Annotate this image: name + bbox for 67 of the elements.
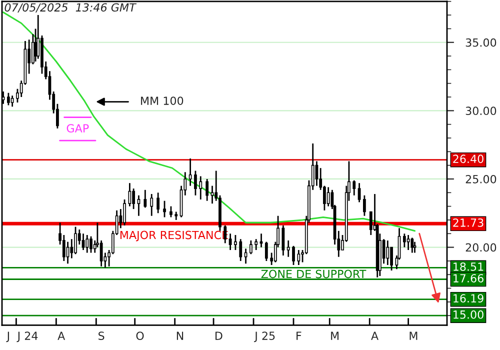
candlestick xyxy=(188,158,192,187)
x-tick-label: M xyxy=(331,332,338,340)
candlestick xyxy=(132,188,136,210)
candlestick xyxy=(406,234,410,251)
x-tick-label: J xyxy=(6,332,9,342)
candlestick xyxy=(6,92,10,106)
candlestick xyxy=(244,248,248,264)
candlestick xyxy=(62,234,66,262)
candlestick xyxy=(358,182,361,203)
candlestick xyxy=(402,232,406,248)
x-tick-label: N xyxy=(176,332,184,340)
annotation: 07/05/2025 13:46 GMT xyxy=(4,3,137,12)
candlestick xyxy=(228,232,232,251)
candlestick xyxy=(206,178,209,202)
y-tick-label: 25.00 xyxy=(466,174,496,184)
candlestick xyxy=(410,237,414,254)
candlestick xyxy=(326,186,330,207)
candlestick xyxy=(137,194,140,217)
candlestick xyxy=(86,234,89,254)
annotation: GAP xyxy=(66,124,89,133)
x-tick-label: A xyxy=(371,332,378,340)
candlestick xyxy=(123,198,126,226)
candlestick xyxy=(150,193,154,217)
candlestick xyxy=(144,189,147,208)
candlestick xyxy=(128,182,132,207)
candlestick xyxy=(170,206,172,218)
candlestick xyxy=(74,226,77,255)
candlestick xyxy=(286,240,290,258)
candlestick xyxy=(297,249,300,266)
x-tick-label: J 24 xyxy=(16,332,38,342)
annotation: MM 100 xyxy=(141,96,184,105)
candlestick xyxy=(249,240,252,255)
candlestick xyxy=(264,241,268,262)
candlestick xyxy=(352,180,356,196)
x-tick-label: A xyxy=(58,332,66,340)
x-tick-label: O xyxy=(136,332,144,340)
candlestick xyxy=(282,224,285,256)
candlestick xyxy=(239,238,242,262)
candlestick xyxy=(362,194,366,217)
candlestick xyxy=(386,240,390,266)
x-tick-label: J 25 xyxy=(254,332,275,342)
candlestick xyxy=(210,185,214,204)
x-tick-label: F xyxy=(296,332,302,340)
candlestick xyxy=(292,245,295,266)
ref-line-label: 16.19 xyxy=(454,294,484,303)
y-tick-label: 35.00 xyxy=(466,38,496,47)
line-series xyxy=(2,12,416,232)
ref-line-label: 17.66 xyxy=(454,274,484,282)
y-tick-label: 20.00 xyxy=(466,243,496,252)
ref-line-label: 15.00 xyxy=(454,310,484,319)
x-tick-label: M xyxy=(410,332,418,340)
x-tick-label: S xyxy=(98,332,104,340)
ref-line-label: 18.51 xyxy=(454,262,484,271)
candlestick xyxy=(163,200,166,218)
ref-line-label: 21.73 xyxy=(453,218,484,227)
candlestick xyxy=(254,238,258,251)
annotation: ZONE DE SUPPORT xyxy=(261,270,366,278)
candlestick xyxy=(234,234,237,251)
candlestick xyxy=(90,236,92,254)
candlestick xyxy=(194,170,197,196)
x-tick-label: D xyxy=(216,332,222,340)
candlestick xyxy=(199,176,202,200)
candlestick xyxy=(100,240,103,268)
ref-line-label: 26.40 xyxy=(453,154,484,164)
candlestick xyxy=(156,192,160,214)
candlestick xyxy=(10,94,14,108)
y-tick-label: 30.00 xyxy=(466,106,496,116)
